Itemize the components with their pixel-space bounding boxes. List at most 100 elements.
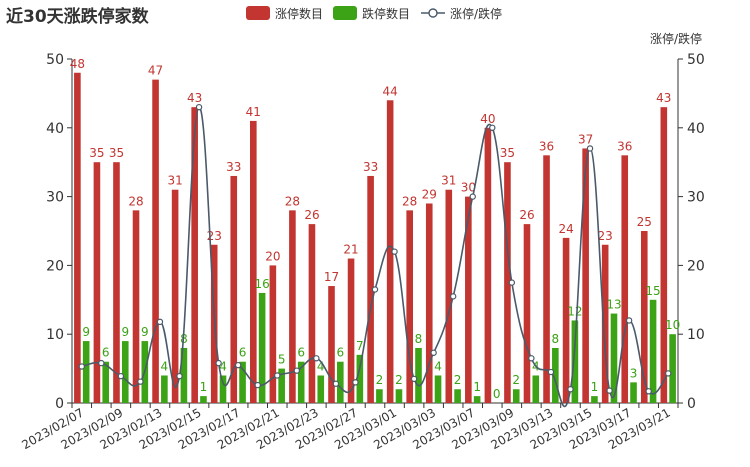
bar-limit-down-label: 3 bbox=[630, 366, 638, 380]
bar-limit-up bbox=[93, 162, 101, 403]
bar-limit-up bbox=[562, 237, 570, 403]
bar-limit-up bbox=[113, 162, 120, 403]
bar-limit-up bbox=[74, 72, 81, 403]
bar-limit-up-label: 20 bbox=[265, 249, 280, 263]
ratio-point bbox=[645, 388, 652, 395]
bar-limit-up-label: 28 bbox=[285, 194, 300, 208]
bar-limit-up-label: 29 bbox=[422, 187, 437, 201]
bar-limit-down-label: 13 bbox=[606, 298, 621, 312]
bar-limit-down bbox=[532, 375, 540, 403]
bar-limit-up-label: 24 bbox=[558, 222, 573, 236]
bar-limit-up-label: 41 bbox=[246, 105, 261, 119]
bar-limit-down bbox=[102, 361, 110, 403]
ratio-point bbox=[195, 103, 203, 111]
bar-limit-up-label: 23 bbox=[598, 229, 613, 243]
bar-limit-up bbox=[386, 100, 394, 403]
bar-limit-down-label: 2 bbox=[512, 373, 520, 387]
bar-limit-down-label: 5 bbox=[278, 353, 286, 367]
left-y-tick-label: 20 bbox=[46, 258, 64, 274]
bar-limit-down-label: 2 bbox=[395, 373, 403, 387]
bar-limit-down-label: 16 bbox=[254, 277, 269, 291]
bar-limit-up-label: 35 bbox=[500, 146, 515, 160]
bar-limit-up bbox=[621, 155, 629, 403]
bar-limit-down bbox=[356, 354, 364, 403]
bar-limit-down bbox=[278, 368, 285, 403]
bar-limit-down-label: 2 bbox=[376, 373, 384, 387]
ratio-point bbox=[489, 124, 496, 132]
bar-limit-down bbox=[297, 361, 305, 403]
legend-label: 涨停/跌停 bbox=[450, 6, 502, 21]
bar-limit-up-label: 21 bbox=[343, 243, 358, 257]
ratio-point bbox=[332, 380, 340, 387]
bar-limit-down bbox=[239, 361, 246, 403]
bar-limit-down-label: 2 bbox=[454, 373, 462, 387]
bar-limit-up bbox=[250, 120, 257, 404]
right-y-tick-label: 40 bbox=[687, 121, 705, 137]
bar-limit-up bbox=[347, 258, 355, 403]
bar-limit-up-label: 30 bbox=[461, 181, 476, 195]
bar-limit-up bbox=[465, 196, 472, 403]
bar-limit-up bbox=[543, 155, 550, 403]
bar-limit-up-label: 26 bbox=[304, 208, 319, 222]
bar-limit-down-label: 4 bbox=[161, 359, 169, 373]
bar-limit-up-label: 48 bbox=[70, 57, 85, 71]
bar-limit-up-label: 47 bbox=[148, 64, 163, 78]
left-y-tick-label: 0 bbox=[55, 396, 64, 412]
bar-limit-up bbox=[601, 244, 609, 403]
bar-limit-down-label: 4 bbox=[219, 359, 227, 373]
bar-limit-up-label: 33 bbox=[363, 160, 378, 174]
bar-limit-down bbox=[512, 389, 520, 403]
bar-limit-down bbox=[415, 347, 422, 403]
bar-limit-down-label: 6 bbox=[102, 346, 110, 360]
bar-limit-down-label: 0 bbox=[493, 387, 501, 401]
ratio-point bbox=[567, 386, 574, 393]
ratio-point bbox=[176, 372, 183, 380]
right-y-tick-label: 10 bbox=[687, 327, 705, 343]
bar-limit-down bbox=[434, 375, 442, 403]
bar-limit-down bbox=[82, 341, 90, 403]
ratio-point bbox=[586, 145, 594, 152]
bar-limit-up bbox=[425, 203, 433, 403]
bar-limit-up-label: 25 bbox=[637, 215, 652, 229]
right-y-axis-name: 涨停/跌停 bbox=[650, 31, 702, 46]
legend-label: 涨停数目 bbox=[275, 6, 323, 21]
bar-limit-down-label: 15 bbox=[645, 284, 660, 298]
bar-limit-down bbox=[649, 299, 657, 403]
ratio-point bbox=[78, 363, 85, 370]
bar-limit-up-label: 35 bbox=[109, 146, 124, 160]
bar-limit-down bbox=[376, 389, 383, 403]
left-y-tick-label: 40 bbox=[46, 121, 64, 137]
ratio-point bbox=[606, 387, 613, 394]
bar-limit-up bbox=[132, 210, 140, 403]
bar-limit-up bbox=[328, 286, 335, 403]
ratio-point bbox=[234, 361, 242, 369]
bar-limit-down bbox=[454, 389, 461, 403]
ratio-point bbox=[117, 372, 125, 380]
bar-limit-up bbox=[269, 265, 277, 403]
bar-limit-up-label: 33 bbox=[226, 160, 241, 174]
ratio-point bbox=[254, 381, 261, 389]
bar-limit-up-label: 26 bbox=[519, 208, 534, 222]
bar-limit-up bbox=[171, 189, 179, 403]
bar-limit-down-label: 7 bbox=[356, 339, 364, 353]
bar-limit-down-label: 1 bbox=[473, 380, 481, 394]
ratio-point bbox=[137, 378, 144, 385]
bar-limit-down-label: 9 bbox=[82, 325, 90, 339]
legend-swatch-marker bbox=[428, 8, 438, 18]
ratio-line bbox=[81, 106, 669, 408]
ratio-point bbox=[156, 318, 164, 326]
bar-limit-down-label: 6 bbox=[239, 346, 247, 360]
bar-limit-down bbox=[610, 313, 618, 403]
bar-limit-down-label: 6 bbox=[297, 346, 305, 360]
bar-limit-down bbox=[200, 396, 207, 403]
bar-limit-up bbox=[582, 148, 589, 403]
bar-limit-down-label: 9 bbox=[141, 325, 149, 339]
ratio-point bbox=[508, 279, 516, 286]
bar-limit-down-label: 4 bbox=[434, 359, 442, 373]
ratio-point bbox=[215, 359, 222, 367]
bar-limit-up-label: 28 bbox=[128, 194, 143, 208]
ratio-point bbox=[98, 359, 105, 367]
ratio-point bbox=[625, 317, 633, 324]
